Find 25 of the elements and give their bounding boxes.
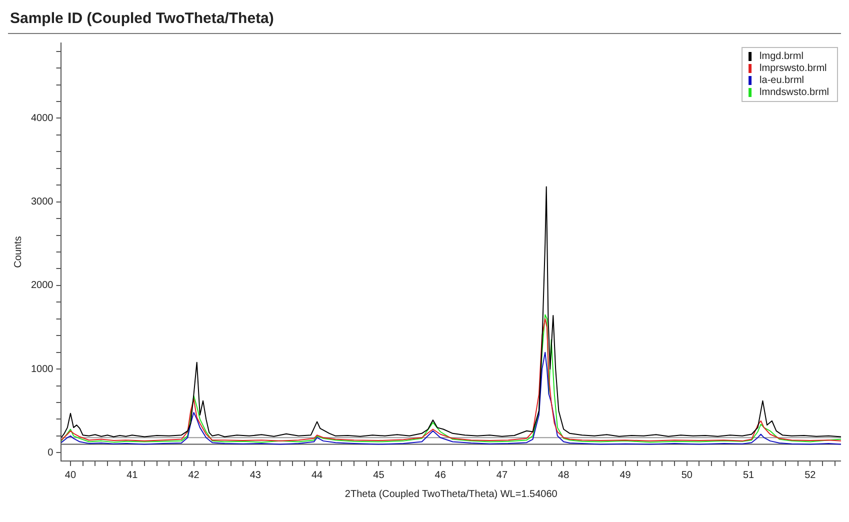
chart-title: Sample ID (Coupled TwoTheta/Theta): [8, 8, 841, 34]
y-tick-label: 1000: [30, 364, 54, 375]
legend-label: lmndswsto.brml: [760, 86, 830, 98]
y-tick-label: 0: [48, 447, 54, 458]
x-tick-label: 41: [126, 470, 138, 481]
x-axis-title: 2Theta (Coupled TwoTheta/Theta) WL=1.54060: [344, 488, 558, 500]
legend-label: la-eu.brml: [760, 74, 804, 86]
x-tick-label: 45: [373, 470, 385, 481]
x-tick-label: 51: [742, 470, 755, 481]
y-tick-label: 3000: [30, 196, 54, 208]
x-tick-label: 43: [250, 470, 262, 481]
x-tick-label: 48: [558, 470, 570, 481]
legend-label: lmgd.brml: [760, 50, 804, 62]
y-tick-label: 4000: [30, 112, 54, 124]
y-tick-label: 2000: [30, 280, 54, 292]
x-tick-label: 40: [64, 470, 76, 481]
x-tick-label: 46: [434, 470, 446, 481]
x-tick-label: 50: [681, 470, 693, 481]
legend-label: lmprswsto.brml: [760, 62, 827, 74]
y-axis-title: Counts: [12, 236, 24, 268]
x-tick-label: 52: [804, 470, 816, 481]
x-tick-label: 47: [496, 470, 508, 481]
x-tick-label: 42: [188, 470, 200, 481]
x-tick-label: 49: [620, 470, 632, 481]
x-tick-label: 44: [311, 470, 324, 481]
